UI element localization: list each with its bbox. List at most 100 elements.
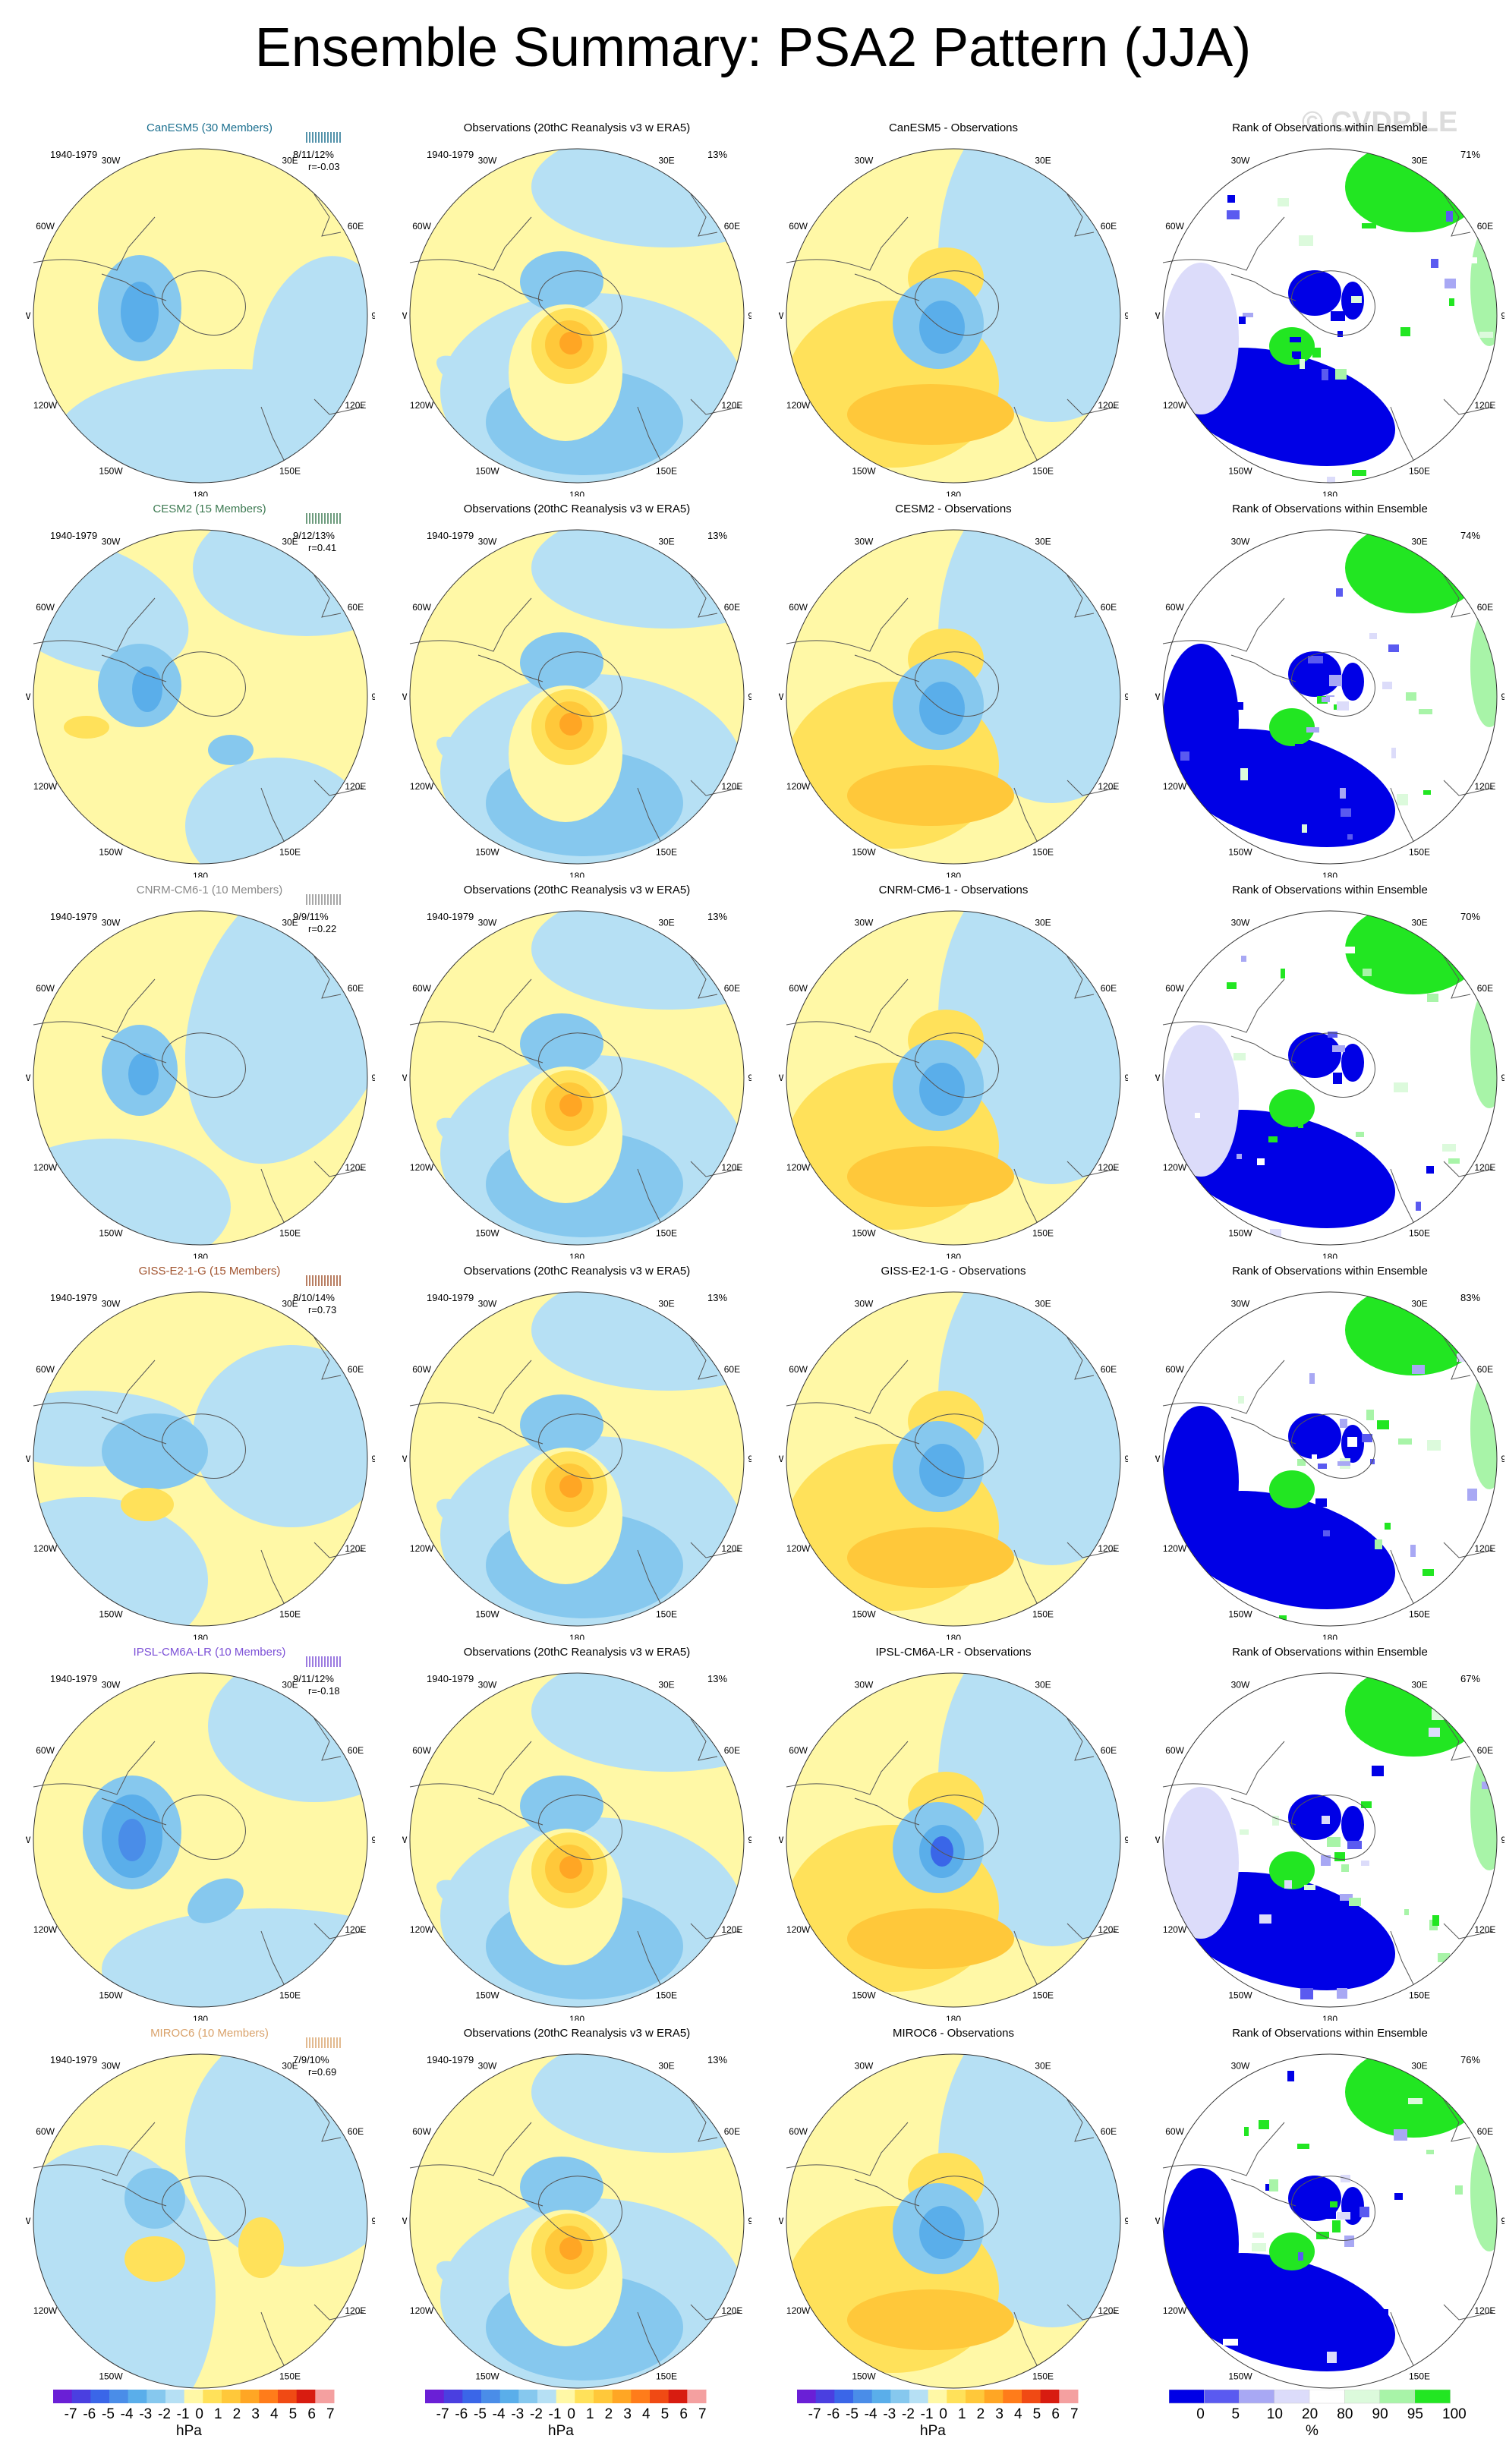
rank-cell [1313,1081,1322,1093]
longitude-label: 180 [193,871,208,878]
longitude-label: 0 [575,140,580,142]
rank-cell [1378,2194,1382,2199]
africa-outline [690,956,718,999]
rank-cell [1322,1816,1330,1824]
rank-cell [1332,1045,1345,1052]
rank-cell [1337,1988,1347,1999]
field-blob [559,1475,582,1498]
longitude-label: 90E [748,1073,751,1083]
longitude-label: 60E [1477,1364,1493,1375]
antarctica-outline [538,1032,622,1098]
new-zealand-australia-outline [637,399,741,461]
south-america-outline [33,978,156,1033]
longitude-label: 150E [279,846,301,857]
longitude-label: 180 [1322,490,1337,496]
longitude-label: 120W [786,1924,811,1935]
observations-panel-title: Observations (20thC Reanalysis v3 w ERA5… [463,884,691,896]
colorbar-tick-label: 3 [623,2406,632,2422]
map-border [33,2053,368,2389]
colorbar-tick-label: 1 [958,2406,966,2422]
south-america-outline [409,2122,532,2176]
longitude-label: 60W [36,221,55,232]
colorbar-tick-label: 2 [232,2406,241,2422]
longitude-label: 0 [198,140,203,142]
observations-stat: 13% [707,149,728,160]
peninsula-outline [101,2179,167,2207]
south-america-outline [409,597,532,652]
longitude-label: 0 [951,902,956,904]
antarctica-outline [915,1794,999,1861]
rank-cell [1341,808,1351,817]
colorbar-tick-label: -5 [474,2406,487,2422]
map-field [1163,1673,1497,2007]
rank-cell [1300,359,1305,369]
new-zealand-australia-outline [1013,1161,1117,1223]
rank-cell [1363,969,1372,976]
map-border [1162,529,1498,865]
longitude-label: 90E [1124,310,1128,321]
longitude-label: 90W [402,1073,408,1083]
observations-panel-title: Observations (20thC Reanalysis v3 w ERA5… [463,121,691,134]
longitude-label: 60E [1101,1745,1117,1756]
rank-cell [1279,1615,1287,1626]
rank-blob [1269,327,1315,365]
rank-cell [1366,1410,1374,1420]
longitude-label: 60W [789,1364,808,1375]
rank-blob [1288,651,1341,697]
rank-cell [1318,1464,1327,1469]
longitude-label: 120E [721,2305,742,2316]
colorbar-swatch [631,2390,651,2403]
rank-cell [1309,1373,1315,1384]
longitude-label: 60W [789,1745,808,1756]
longitude-label: 150E [656,2371,677,2381]
longitude-label: 180 [1322,2014,1337,2021]
rank-cell [1375,2309,1388,2315]
map-border [409,1672,745,2008]
south-america-outline [786,978,909,1033]
rank-cell [1227,982,1237,989]
colorbar-tick-label: 100 [1442,2406,1467,2422]
colorbar-swatch [612,2390,632,2403]
field-blob [847,1527,1014,1588]
colorbar-swatch [71,2390,91,2403]
field-blob [520,632,603,693]
peninsula-outline [477,1035,543,1063]
observations-panel: Observations (20thC Reanalysis v3 w ERA5… [389,1265,765,1644]
peninsula-outline [1230,654,1296,682]
longitude-label: 30W [1231,156,1250,166]
colorbar-tick-label: 5 [1231,2406,1240,2422]
longitude-label: 30W [1231,1680,1250,1690]
model-panel: CNRM-CM6-1 (10 Members) 1940-1979 9/9/11% r… [12,884,389,1263]
longitude-label: 150W [1228,2371,1252,2381]
longitude-label: 30W [102,2061,121,2072]
rank-cell [1340,1894,1353,1901]
map-field [1163,530,1497,864]
longitude-label: 120W [786,781,811,792]
longitude-label: 150W [99,2371,123,2381]
africa-outline [690,575,718,618]
map-field [1163,2054,1497,2388]
rank-panel: Rank of Observations within Ensemble74%0… [1142,503,1506,882]
polar-map: 0 30E 60E 90E 120E 150E 180 150W 120W 90W 60W 30W [1155,1664,1504,2021]
observations-panel: Observations (20thC Reanalysis v3 w ERA5… [389,121,765,501]
rank-colorbar: 0 5 10 20 80 90 95 100% [1168,2389,1467,2439]
rank-cell [1298,1117,1303,1128]
longitude-label: 30E [282,1299,298,1309]
colorbar-swatch [890,2390,910,2403]
page-title: Ensemble Summary: PSA2 Pattern (JJA) [254,17,1252,78]
rank-cell [1361,1861,1369,1866]
rank-cell [1446,211,1453,222]
longitude-label: 60W [36,1745,55,1756]
longitude-label: 150W [99,846,123,857]
colorbar-tick-label: 5 [660,2406,670,2422]
longitude-label: 60W [412,983,431,994]
rank-cell [1306,727,1319,733]
peninsula-outline [854,1035,920,1063]
rank-cell [1244,2127,1249,2136]
colorbar-swatch [1040,2390,1060,2403]
longitude-label: 0 [1328,1283,1333,1285]
africa-outline [1443,194,1471,237]
new-zealand-australia-outline [637,780,741,842]
longitude-label: 90W [26,1073,31,1083]
longitude-label: 120W [33,1924,58,1935]
